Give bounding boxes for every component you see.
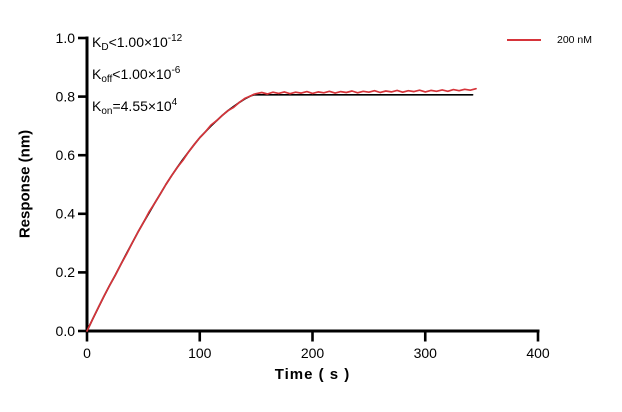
x-tick-label: 200 bbox=[301, 345, 325, 361]
legend-label: 200 nM bbox=[557, 34, 593, 46]
annotation-koff-value: <1.00×10 bbox=[112, 66, 172, 82]
annotation-kd-exp: -12 bbox=[167, 33, 183, 44]
y-tick-label: 0.6 bbox=[56, 147, 76, 163]
x-tick-label: 400 bbox=[526, 345, 550, 361]
x-axis-title: Time ( s ) bbox=[274, 366, 351, 383]
annotation-kon-base: K bbox=[92, 98, 102, 114]
kinetics-annotations: KD<1.00×10-12 Koff<1.00×10-6 Kon=4.55×10… bbox=[92, 27, 182, 123]
annotation-kd-sub: D bbox=[101, 42, 109, 53]
annotation-kon-sub: on bbox=[101, 106, 113, 117]
annotation-kon-exp: 4 bbox=[171, 97, 178, 108]
legend: 200 nM bbox=[507, 34, 592, 46]
annotation-kd: KD<1.00×10-12 bbox=[92, 27, 182, 59]
annotation-kd-value: <1.00×10 bbox=[108, 34, 168, 50]
y-tick-label: 0.2 bbox=[56, 264, 76, 280]
annotation-kd-base: K bbox=[92, 34, 102, 50]
y-tick-label: 0.0 bbox=[56, 323, 76, 339]
annotation-koff: Koff<1.00×10-6 bbox=[92, 59, 182, 91]
y-tick-label: 1.0 bbox=[56, 30, 76, 46]
x-tick-label: 100 bbox=[188, 345, 212, 361]
data-curve-200nM bbox=[86, 87, 477, 332]
y-axis-title: Response (nm) bbox=[16, 129, 34, 239]
annotation-koff-sub: off bbox=[101, 74, 113, 85]
fit-curve bbox=[86, 93, 474, 332]
legend-line-swatch bbox=[507, 39, 541, 41]
annotation-kon-value: =4.55×10 bbox=[112, 98, 172, 114]
annotation-kon: Kon=4.55×104 bbox=[92, 91, 182, 123]
annotation-koff-base: K bbox=[92, 66, 102, 82]
x-tick-label: 300 bbox=[414, 345, 438, 361]
annotation-koff-exp: -6 bbox=[171, 65, 181, 76]
y-tick-label: 0.8 bbox=[56, 88, 76, 104]
y-tick-label: 0.4 bbox=[56, 206, 76, 222]
x-tick-label: 0 bbox=[83, 345, 91, 361]
